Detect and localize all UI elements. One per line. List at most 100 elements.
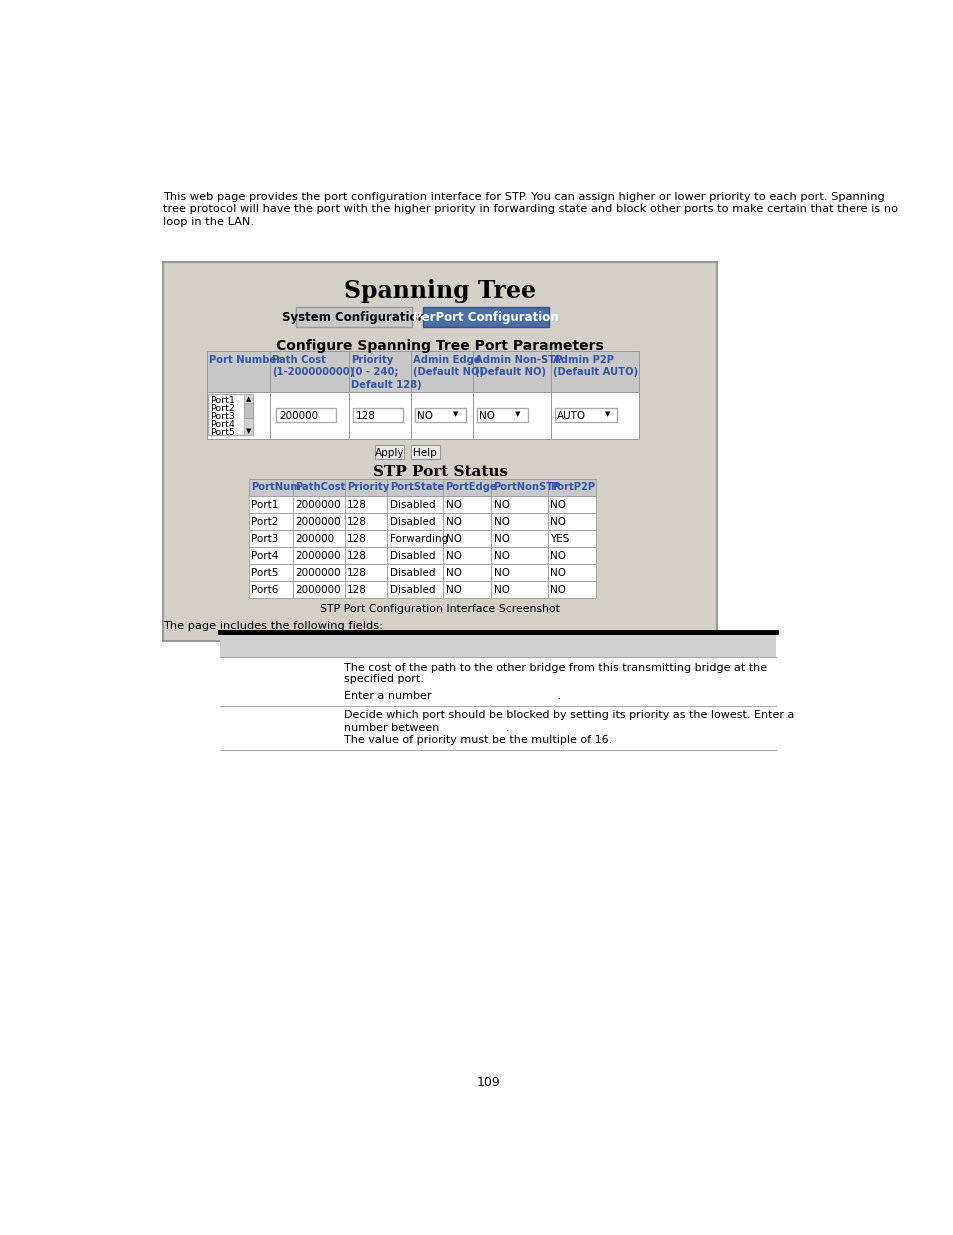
Text: NO: NO	[445, 568, 461, 578]
Text: PortNum: PortNum	[251, 483, 300, 493]
Bar	[207, 391, 270, 440]
Text: tree protocol will have the port with the higher priority in forwarding state an: tree protocol will have the port with th…	[163, 205, 898, 215]
Bar	[491, 479, 547, 496]
Text: NO: NO	[550, 551, 565, 561]
Bar	[443, 514, 491, 530]
Bar	[387, 496, 443, 514]
Text: NO: NO	[445, 517, 461, 527]
Text: Port1: Port1	[251, 500, 278, 510]
Bar	[443, 580, 491, 598]
Text: NO: NO	[493, 500, 509, 510]
Text: Port4: Port4	[210, 420, 234, 430]
Text: PortP2P: PortP2P	[550, 483, 595, 493]
Bar	[348, 391, 410, 440]
Text: Path Cost
(1-200000000): Path Cost (1-200000000)	[272, 354, 354, 378]
Text: 200000: 200000	[278, 411, 317, 421]
Bar	[293, 564, 344, 580]
Text: Disabled: Disabled	[390, 551, 435, 561]
Text: ▲: ▲	[246, 396, 251, 403]
Bar	[293, 514, 344, 530]
Bar	[270, 352, 348, 391]
Text: Disabled: Disabled	[390, 585, 435, 595]
Bar	[270, 391, 348, 440]
Bar	[415, 409, 465, 422]
Text: NO: NO	[493, 551, 509, 561]
Text: PathCost: PathCost	[294, 483, 345, 493]
Bar	[249, 547, 293, 564]
Bar	[443, 479, 491, 496]
Bar	[249, 496, 293, 514]
Text: NO: NO	[445, 500, 461, 510]
Text: Port2: Port2	[210, 404, 234, 414]
Bar	[472, 352, 550, 391]
Text: Port3: Port3	[210, 412, 234, 421]
Text: Spanning Tree: Spanning Tree	[344, 279, 536, 303]
Bar	[476, 409, 527, 422]
Bar	[555, 409, 617, 422]
Text: PortState: PortState	[390, 483, 443, 493]
Text: 128: 128	[347, 585, 367, 595]
Bar	[550, 391, 638, 440]
Text: Port1: Port1	[210, 396, 234, 405]
Text: System Configuration: System Configuration	[282, 311, 426, 325]
Text: 128: 128	[347, 568, 367, 578]
Bar	[249, 564, 293, 580]
Bar	[249, 530, 293, 547]
Bar	[353, 409, 402, 422]
Text: 2000000: 2000000	[294, 568, 340, 578]
Text: Configure Spanning Tree Port Parameters: Configure Spanning Tree Port Parameters	[276, 340, 603, 353]
Text: AUTO: AUTO	[557, 411, 586, 421]
Bar	[344, 496, 387, 514]
Text: Enter a number                                    .: Enter a number .	[344, 692, 560, 701]
Text: The page includes the following fields:: The page includes the following fields:	[163, 621, 383, 631]
Bar	[410, 352, 472, 391]
Text: specified port.: specified port.	[344, 674, 423, 684]
Bar	[550, 352, 638, 391]
Bar	[472, 391, 550, 440]
Bar	[443, 564, 491, 580]
Text: NO: NO	[550, 585, 565, 595]
Text: 2000000: 2000000	[294, 585, 340, 595]
Text: 128: 128	[347, 517, 367, 527]
Text: NO: NO	[416, 411, 433, 421]
Text: loop in the LAN.: loop in the LAN.	[163, 216, 254, 227]
Text: Port6: Port6	[251, 585, 278, 595]
Text: STP Port Configuration Interface Screenshot: STP Port Configuration Interface Screens…	[320, 604, 559, 614]
Bar	[249, 514, 293, 530]
Text: The cost of the path to the other bridge from this transmitting bridge at the: The cost of the path to the other bridge…	[344, 662, 766, 673]
Bar	[293, 547, 344, 564]
Bar	[410, 391, 472, 440]
Bar	[547, 547, 596, 564]
Text: NO: NO	[445, 585, 461, 595]
Text: Port4: Port4	[251, 551, 278, 561]
Bar	[293, 496, 344, 514]
Text: Admin Edge
(Default NO): Admin Edge (Default NO)	[413, 354, 483, 378]
Text: Apply: Apply	[375, 448, 404, 458]
Text: STP Port Status: STP Port Status	[373, 466, 507, 479]
Text: Port5: Port5	[210, 429, 234, 437]
Bar	[491, 547, 547, 564]
Bar	[163, 262, 716, 641]
Text: Forwarding: Forwarding	[390, 534, 448, 543]
Bar	[547, 530, 596, 547]
Text: 109: 109	[476, 1076, 500, 1089]
Bar	[244, 403, 253, 419]
Bar	[387, 479, 443, 496]
Bar	[249, 479, 293, 496]
Text: Disabled: Disabled	[390, 500, 435, 510]
Text: PortEdge: PortEdge	[445, 483, 497, 493]
Bar	[375, 446, 404, 458]
Text: Admin P2P
(Default AUTO): Admin P2P (Default AUTO)	[553, 354, 638, 378]
Bar	[387, 547, 443, 564]
Text: NO: NO	[493, 517, 509, 527]
Text: Help: Help	[413, 448, 436, 458]
Text: NO: NO	[550, 517, 565, 527]
Text: Port5: Port5	[251, 568, 278, 578]
Text: NO: NO	[493, 585, 509, 595]
Text: 128: 128	[347, 551, 367, 561]
Bar	[348, 352, 410, 391]
Text: PortNonSTP: PortNonSTP	[493, 483, 560, 493]
Bar	[387, 564, 443, 580]
Text: 128: 128	[347, 534, 367, 543]
Text: Admin Non-STP
(Default NO): Admin Non-STP (Default NO)	[475, 354, 562, 378]
